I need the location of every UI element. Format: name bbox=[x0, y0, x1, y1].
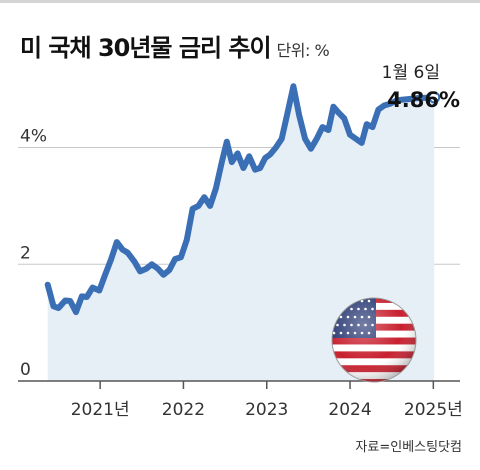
x-tick-label: 2021년 bbox=[71, 400, 130, 420]
y-tick-label: 4% bbox=[20, 127, 47, 147]
y-tick-label: 2 bbox=[20, 243, 31, 263]
source-label: 자료=인베스팅닷컴 bbox=[355, 440, 462, 455]
x-tick-label: 2025년 bbox=[404, 400, 463, 420]
x-tick-label: 2024 bbox=[328, 400, 371, 420]
x-tick-label: 2023 bbox=[245, 400, 288, 420]
x-axis-ticks: 2021년 2022 2023 2024 2025년 bbox=[71, 381, 463, 420]
title-row: 미 국채 30년물 금리 추이 단위: % bbox=[20, 28, 330, 63]
top-divider bbox=[0, 0, 480, 3]
chart-title: 미 국채 30년물 금리 추이 bbox=[20, 34, 272, 62]
us-flag-icon bbox=[331, 297, 417, 383]
x-tick-label: 2022 bbox=[162, 400, 205, 420]
series-line bbox=[44, 83, 438, 316]
y-tick-label: 0 bbox=[20, 360, 31, 380]
endpoint-marker bbox=[428, 91, 441, 104]
unit-label: 단위: % bbox=[276, 41, 330, 60]
area-fill bbox=[47, 86, 435, 382]
annotation-value: 4.86% bbox=[387, 88, 460, 112]
annotation-date: 1월 6일 bbox=[382, 63, 440, 83]
y-axis-ticks: 0 2 4% bbox=[20, 127, 47, 380]
